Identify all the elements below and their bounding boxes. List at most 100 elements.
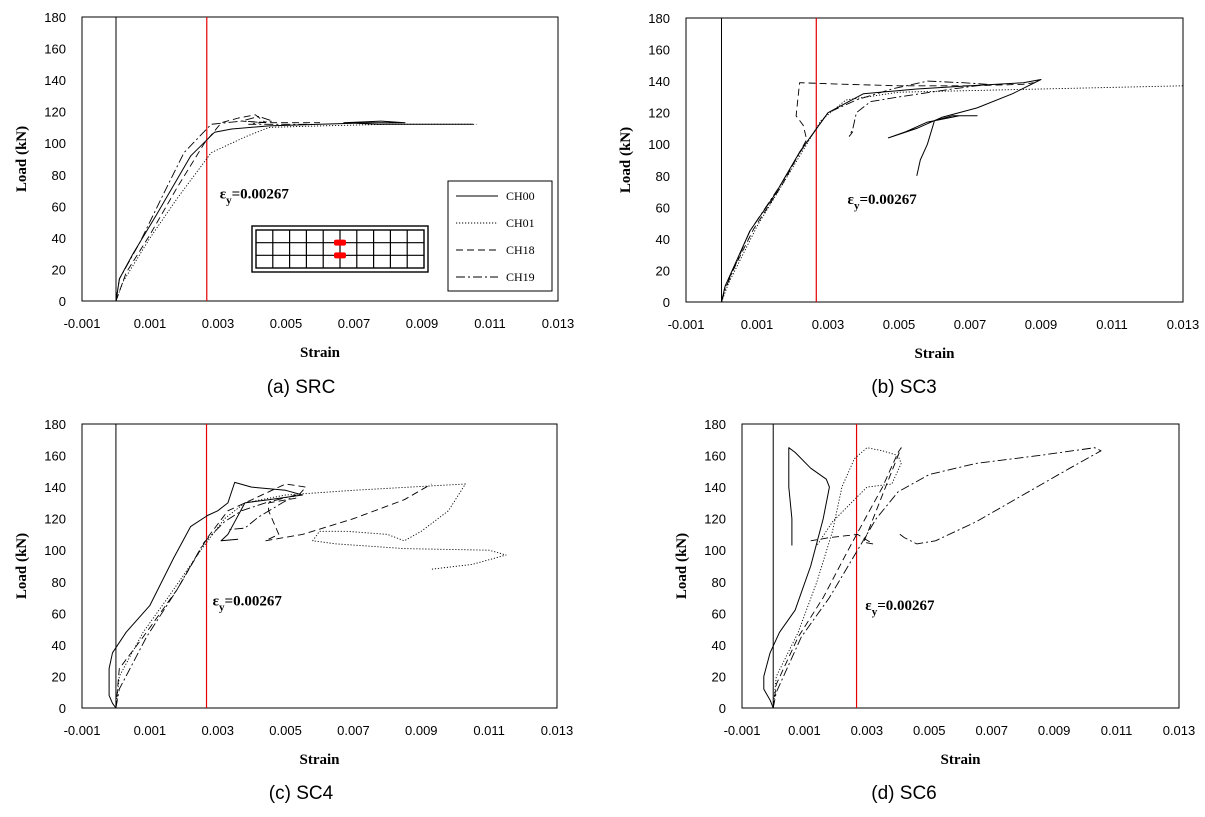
y-axis-label: Load (kN) (674, 533, 690, 599)
yield-strain-annotation: εy=0.00267 (220, 186, 290, 206)
legend-label-ch00: CH00 (506, 189, 535, 203)
y-tick-label: 80 (52, 575, 66, 590)
x-tick-label: 0.001 (134, 723, 167, 738)
y-tick-label: 20 (52, 669, 66, 684)
y-tick-label: 40 (712, 638, 726, 653)
y-tick-label: 80 (712, 575, 726, 590)
x-tick-label: 0.011 (474, 316, 506, 331)
x-tick-label: 0.007 (975, 723, 1008, 738)
y-tick-label: 0 (663, 295, 670, 310)
x-axis-label: Strain (914, 346, 955, 362)
chart-caption-c: (c) SC4 (268, 783, 334, 804)
series-line-ch00 (763, 447, 830, 709)
y-axis-label: Load (kN) (618, 127, 634, 193)
series-line-ch19 (115, 494, 297, 709)
y-tick-label: 120 (704, 512, 726, 527)
x-tick-label: 0.005 (269, 723, 302, 738)
strain-gauge-marker (334, 252, 346, 259)
legend-label-ch19: CH19 (506, 270, 535, 284)
y-tick-label: 160 (704, 449, 726, 464)
chart-caption-d: (d) SC6 (871, 783, 937, 804)
y-tick-label: 160 (44, 449, 66, 464)
x-axis-label: Strain (940, 752, 981, 768)
x-tick-label: 0.001 (741, 317, 774, 332)
plot-frame (81, 16, 559, 302)
y-tick-label: 160 (648, 43, 670, 58)
x-tick-label: 0.007 (954, 317, 987, 332)
chart-svg-c: 0 20 40 60 80 100 120 140 160 180 -0.001 0.001 0.003… (14, 417, 574, 768)
x-tick-label: 0.001 (788, 723, 821, 738)
x-axis-label: Strain (299, 752, 340, 768)
x-tick-label: -0.001 (668, 317, 705, 332)
x-tick-label: 0.011 (1096, 317, 1128, 332)
y-tick-label: 60 (712, 606, 726, 621)
y-tick-label: 40 (52, 638, 66, 653)
y-tick-label: 180 (44, 417, 66, 432)
x-tick-label: 0.005 (883, 317, 916, 332)
y-tick-label: 100 (648, 137, 670, 152)
x-tick-label: 0.007 (337, 723, 370, 738)
legend-box (447, 180, 553, 292)
chart-svg-a: 0 20 40 60 80 100 120 140 160 180 -0.001 0.001 0.003… (14, 10, 574, 361)
chart-panel-b: 0 20 40 60 80 100 120 140 160 180 -0.001 0.001 0.003… (603, 0, 1205, 408)
series-line-ch19 (772, 447, 1102, 709)
x-tick-label: 0.009 (1038, 723, 1071, 738)
legend-label-ch18: CH18 (506, 243, 535, 257)
plot-frame (741, 423, 1180, 709)
chart-panel-d: 0 20 40 60 80 100 120 140 160 180 -0.001 0.001 0.003… (603, 409, 1205, 817)
series-line-ch18 (115, 114, 320, 302)
y-axis-label: Load (kN) (14, 533, 30, 599)
y-tick-label: 40 (52, 231, 66, 246)
y-tick-label: 20 (656, 263, 670, 278)
series-line-ch19 (721, 80, 989, 303)
y-axis-label: Load (kN) (14, 126, 30, 192)
x-tick-label: 0.005 (913, 723, 946, 738)
x-tick-label: 0.009 (1025, 317, 1058, 332)
series-line-ch00 (115, 120, 473, 302)
x-tick-label: 0.009 (406, 316, 439, 331)
y-tick-label: 180 (648, 11, 670, 26)
x-tick-label: -0.001 (724, 723, 761, 738)
x-tick-label: 0.003 (201, 723, 234, 738)
y-tick-label: 180 (44, 10, 66, 25)
y-tick-label: 180 (704, 417, 726, 432)
y-tick-label: 0 (59, 294, 66, 309)
y-tick-label: 0 (719, 701, 726, 716)
y-tick-label: 100 (44, 543, 66, 558)
series-line-ch00 (108, 481, 303, 709)
series-line-ch18 (115, 483, 432, 709)
x-tick-label: 0.003 (812, 317, 845, 332)
series-line-ch01 (115, 483, 507, 709)
y-tick-label: 160 (44, 42, 66, 57)
y-tick-label: 60 (656, 200, 670, 215)
strain-gauge-marker (334, 239, 346, 246)
y-tick-label: 120 (44, 105, 66, 120)
y-tick-label: 140 (44, 480, 66, 495)
x-tick-label: 0.009 (405, 723, 438, 738)
y-tick-label: 20 (52, 262, 66, 277)
y-tick-label: 60 (52, 606, 66, 621)
chart-svg-b: 0 20 40 60 80 100 120 140 160 180 -0.001 0.001 0.003… (618, 11, 1199, 362)
y-tick-label: 100 (704, 543, 726, 558)
series-line-ch01 (721, 85, 1184, 303)
x-tick-label: 0.003 (851, 723, 884, 738)
y-tick-label: 140 (44, 73, 66, 88)
yield-strain-annotation: εy=0.00267 (848, 192, 918, 212)
legend-label-ch01: CH01 (506, 216, 535, 230)
x-tick-label: 0.003 (202, 316, 235, 331)
yield-strain-annotation: εy=0.00267 (213, 593, 283, 613)
series-line-ch18 (721, 82, 1034, 303)
x-tick-label: 0.011 (473, 723, 505, 738)
x-tick-label: -0.001 (64, 723, 101, 738)
x-tick-label: 0.013 (541, 723, 574, 738)
x-tick-label: 0.011 (1101, 723, 1133, 738)
x-tick-label: 0.001 (134, 316, 167, 331)
y-tick-label: 80 (656, 169, 670, 184)
series-line-ch01 (115, 123, 477, 302)
x-tick-label: -0.001 (64, 316, 101, 331)
x-tick-label: 0.013 (1163, 723, 1196, 738)
y-tick-label: 100 (44, 136, 66, 151)
series-line-ch18 (772, 447, 902, 709)
series-line-ch01 (772, 447, 902, 709)
chart-caption-a: (a) SRC (266, 377, 336, 398)
